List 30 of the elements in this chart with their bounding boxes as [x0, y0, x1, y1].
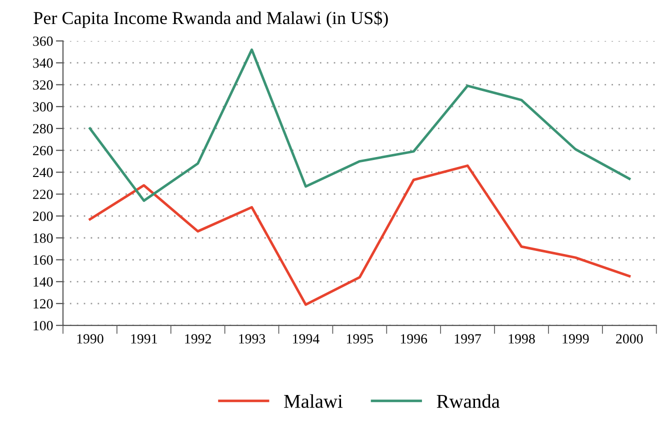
x-tick-label: 1991	[131, 334, 157, 344]
y-tick-label: 280	[33, 124, 53, 134]
x-tick-label: 1995	[347, 334, 374, 344]
y-tick-label: 240	[33, 168, 53, 178]
x-tick-label: 1996	[400, 334, 428, 344]
y-tick-label: 200	[33, 212, 53, 221]
y-tick-label: 100	[34, 320, 53, 330]
y-tick-label: 300	[33, 102, 53, 112]
y-tick-label: 120	[34, 299, 53, 308]
chart-title: Per Capita Income Rwanda and Malawi (in US$)	[34, 10, 388, 28]
x-tick-label: 1998	[508, 334, 535, 344]
legend-label: Rwanda	[436, 394, 500, 408]
y-tick-label: 320	[33, 80, 53, 90]
x-tick-label: 1992	[185, 334, 211, 344]
line-series	[88, 48, 631, 202]
x-tick-label: 1999	[562, 334, 589, 344]
y-tick-label: 340	[33, 58, 53, 68]
y-tick-label: 220	[33, 190, 53, 200]
x-tick-label: 2000	[616, 334, 643, 344]
x-tick-label: 1993	[239, 334, 266, 344]
x-tick-label: 1994	[293, 334, 320, 344]
x-tick-label: 1990	[77, 334, 104, 344]
legend-label: Malawi	[284, 394, 343, 408]
line-series	[88, 164, 631, 306]
y-tick-label: 360	[33, 36, 53, 46]
y-tick-label: 260	[33, 146, 53, 156]
x-tick-label: 1997	[454, 334, 482, 344]
y-tick-label: 180	[34, 233, 53, 243]
y-tick-label: 140	[34, 277, 53, 287]
y-tick-label: 160	[34, 255, 53, 265]
